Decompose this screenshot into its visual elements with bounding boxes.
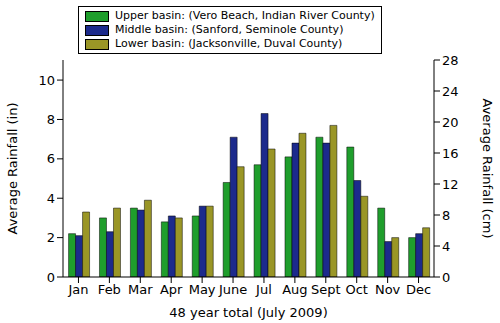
svg-text:8: 8 <box>442 208 450 223</box>
svg-text:Jan: Jan <box>67 282 88 297</box>
svg-text:Apr: Apr <box>160 282 183 297</box>
svg-text:4: 4 <box>47 191 55 206</box>
svg-text:Oct: Oct <box>345 282 367 297</box>
svg-text:Average Rainfall (in): Average Rainfall (in) <box>8 103 20 235</box>
svg-text:12: 12 <box>442 177 459 192</box>
html-text:Upper basin: (Vero Beach, Indi: Upper basin: (Vero Beach, Indian River C… <box>115 9 375 22</box>
svg-text:4: 4 <box>442 239 450 254</box>
svg-text:8: 8 <box>47 112 55 127</box>
svg-text:0: 0 <box>47 270 55 285</box>
svg-text:Average Rainfall (cm): Average Rainfall (cm) <box>480 99 492 239</box>
svg-text:Feb: Feb <box>98 282 121 297</box>
svg-text:48 year total (July 2009): 48 year total (July 2009) <box>169 305 327 320</box>
svg-text:2: 2 <box>47 230 55 245</box>
svg-text:June: June <box>218 282 247 297</box>
svg-text:May: May <box>189 282 216 297</box>
svg-text:24: 24 <box>442 84 459 99</box>
svg-text:10: 10 <box>38 73 55 88</box>
svg-text:Mar: Mar <box>128 282 153 297</box>
html-text:Lower basin: (Jacksonville, Du: Lower basin: (Jacksonville, Duval County… <box>115 37 343 50</box>
svg-text:Nov: Nov <box>375 282 401 297</box>
svg-text:16: 16 <box>442 146 459 161</box>
svg-text:Sept: Sept <box>311 282 341 297</box>
svg-text:Jul: Jul <box>255 282 272 297</box>
svg-text:0: 0 <box>442 270 450 285</box>
svg-text:6: 6 <box>47 151 55 166</box>
svg-text:Aug: Aug <box>282 282 307 297</box>
html-text:Middle basin: (Sanford, Semino: Middle basin: (Sanford, Seminole County) <box>115 23 344 36</box>
svg-text:Dec: Dec <box>406 282 431 297</box>
svg-text:20: 20 <box>442 115 459 130</box>
svg-text:28: 28 <box>442 53 459 68</box>
